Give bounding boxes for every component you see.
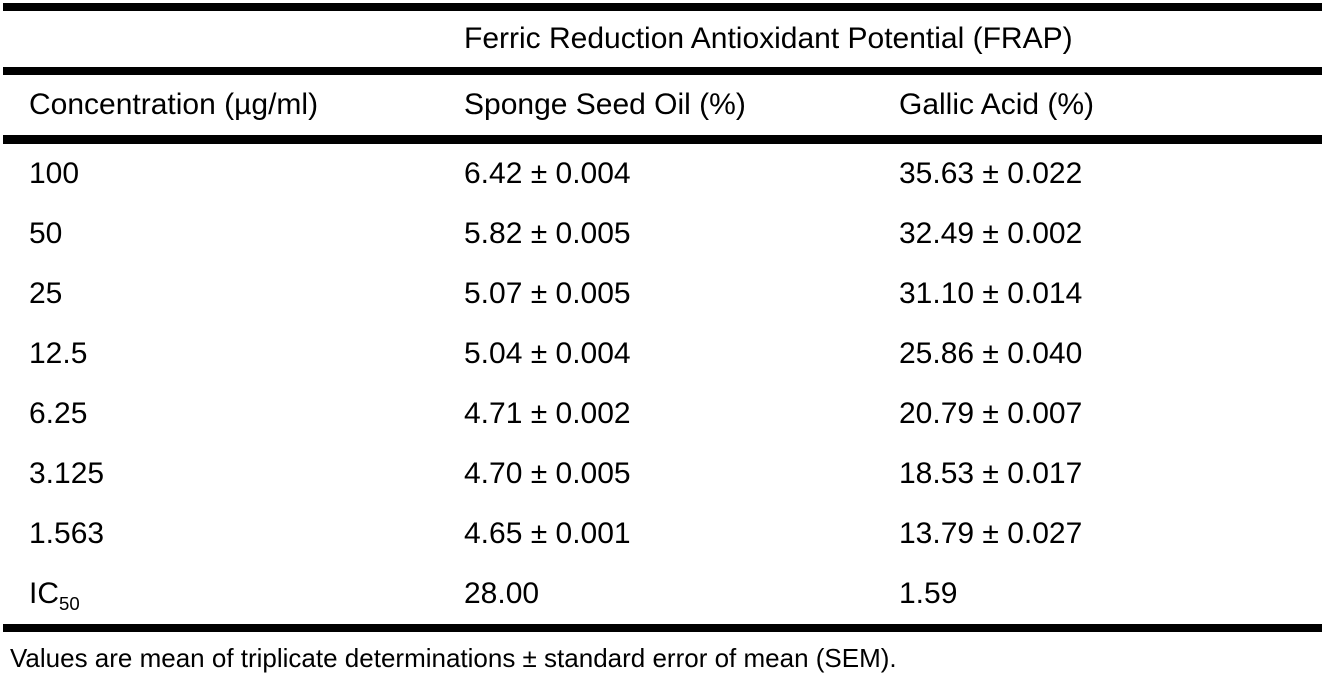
table-row: 12.5 5.04 ± 0.004 25.86 ± 0.040 xyxy=(3,324,1322,384)
table-row: 3.125 4.70 ± 0.005 18.53 ± 0.017 xyxy=(3,444,1322,504)
cell-gallic-acid: 35.63 ± 0.022 xyxy=(899,157,1083,190)
cell-gallic-acid: 13.79 ± 0.027 xyxy=(899,517,1083,550)
table-body: 100 6.42 ± 0.004 35.63 ± 0.022 50 5.82 ± 0.0… xyxy=(3,140,1322,629)
cell-concentration: 3.125 xyxy=(29,457,105,490)
cell-sponge-seed-oil: 4.70 ± 0.005 xyxy=(464,457,631,490)
cell-sponge-seed-oil: 5.04 ± 0.004 xyxy=(464,337,631,370)
cell-concentration: 100 xyxy=(29,157,80,190)
cell-sponge-seed-oil: 4.65 ± 0.001 xyxy=(464,517,631,550)
table-row: 50 5.82 ± 0.005 32.49 ± 0.002 xyxy=(3,204,1322,264)
column-header-gallic-acid: Gallic Acid (%) xyxy=(873,71,1323,144)
column-header-concentration: Concentration (µg/ml) xyxy=(3,71,438,144)
spanner-title-row: Ferric Reduction Antioxidant Potential (… xyxy=(3,7,1323,75)
cell-sponge-seed-oil: 28.00 xyxy=(464,577,540,610)
cell-concentration: 1.563 xyxy=(29,517,105,550)
cell-concentration: 25 xyxy=(29,277,63,310)
frap-table: Ferric Reduction Antioxidant Potential (… xyxy=(3,3,1323,632)
table-row: 1.563 4.65 ± 0.001 13.79 ± 0.027 xyxy=(3,504,1322,564)
table-row: 25 5.07 ± 0.005 31.10 ± 0.014 xyxy=(3,264,1322,324)
table-row: 100 6.42 ± 0.004 35.63 ± 0.022 xyxy=(3,140,1322,205)
cell-gallic-acid: 31.10 ± 0.014 xyxy=(899,277,1083,310)
table-spanner-title: Ferric Reduction Antioxidant Potential (… xyxy=(438,7,1323,75)
cell-sponge-seed-oil: 5.82 ± 0.005 xyxy=(464,217,631,250)
cell-concentration: 12.5 xyxy=(29,337,88,370)
cell-concentration: 50 xyxy=(29,217,63,250)
cell-concentration: 6.25 xyxy=(29,397,88,430)
column-header-row: Concentration (µg/ml) Sponge Seed Oil (%… xyxy=(3,71,1323,144)
cell-sponge-seed-oil: 4.71 ± 0.002 xyxy=(464,397,631,430)
table-row: IC50 28.00 1.59 xyxy=(3,564,1322,628)
cell-concentration: IC50 xyxy=(29,577,80,614)
frap-results-page: Ferric Reduction Antioxidant Potential (… xyxy=(0,3,1342,674)
cell-gallic-acid: 32.49 ± 0.002 xyxy=(899,217,1083,250)
spanner-empty-cell xyxy=(3,7,438,75)
cell-gallic-acid: 18.53 ± 0.017 xyxy=(899,457,1083,490)
table-row: 6.25 4.71 ± 0.002 20.79 ± 0.007 xyxy=(3,384,1322,444)
cell-sponge-seed-oil: 5.07 ± 0.005 xyxy=(464,277,631,310)
table-head: Ferric Reduction Antioxidant Potential (… xyxy=(3,7,1323,144)
cell-gallic-acid: 20.79 ± 0.007 xyxy=(899,397,1083,430)
cell-gallic-acid: 1.59 xyxy=(899,577,958,610)
table-footnote: Values are mean of triplicate determinat… xyxy=(10,643,897,673)
column-header-sponge-seed-oil: Sponge Seed Oil (%) xyxy=(438,71,873,144)
cell-sponge-seed-oil: 6.42 ± 0.004 xyxy=(464,157,631,190)
subscript-label: 50 xyxy=(59,593,80,614)
cell-gallic-acid: 25.86 ± 0.040 xyxy=(899,337,1083,370)
